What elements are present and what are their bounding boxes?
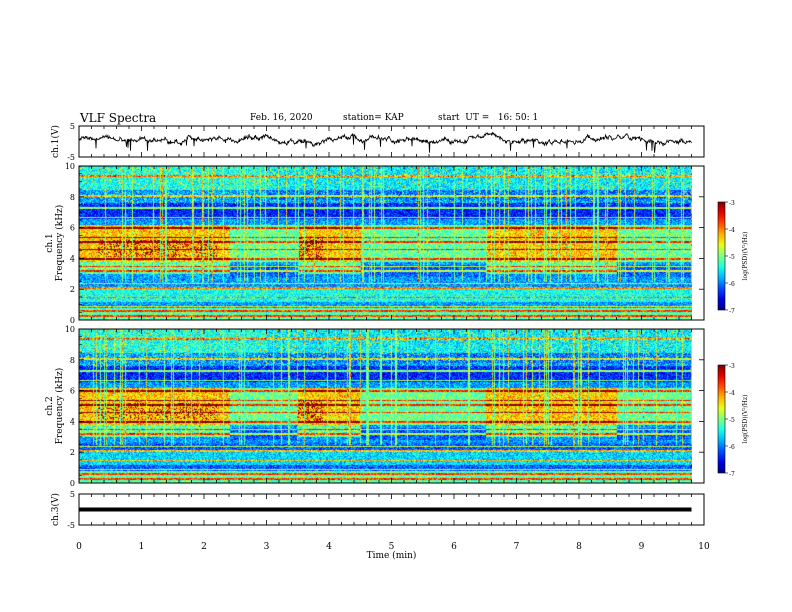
ch1-spectrogram-colorbar-label: log(PSD)(V²/Hz) [742,232,749,281]
ch2-spectrogram-colorbar-tick-label: -5 [729,417,735,424]
x-tick-label: 4 [326,542,332,552]
ch2-spectrogram-colorbar-tick-label: -4 [729,390,735,397]
ch2-spectrogram-colorbar [717,364,726,474]
ch1-waveform-ylabel: ch.1(V) [50,125,61,158]
ch2-spectrogram-image [79,329,692,483]
ch2-spectrogram-ytick-label: 8 [70,356,75,365]
date-label: Feb. 16, 2020 [250,113,313,123]
ch1-spectrogram-ytick-label: 4 [70,254,75,263]
x-tick-label: 9 [639,542,645,552]
ch1-series-line [78,131,693,153]
ch1-spectrogram-colorbar-tick-label: -7 [729,308,735,315]
ch2-spectrogram-ytick-label: 6 [70,387,75,396]
ch1-spectrogram-colorbar-tick-label: -4 [729,227,735,234]
ch1-spectrogram-ylabel: ch.1 [45,233,55,252]
ch3-waveform-ylabel: ch.3(V) [50,493,61,526]
ch1-spectrogram-image [79,166,692,320]
ch2-spectrogram-colorbar-tick-label: -3 [729,363,735,370]
ch2-spectrogram-ylabel: Frequency (kHz) [54,368,65,445]
ch1-spectrogram-ytick-label: 2 [70,285,75,294]
ch2-spectrogram-ylabel: ch.2 [45,396,55,415]
x-tick-label: 8 [576,542,582,552]
x-tick-label: 2 [201,542,207,552]
ch1-spectrogram-colorbar-tick-label: -3 [729,200,735,207]
ch1-spectrogram-ylabel: Frequency (kHz) [54,205,65,282]
ch1-spectrogram-ytick-label: 0 [70,316,75,325]
x-tick-label: 10 [698,542,710,552]
ch1-waveform-ytick-label: 5 [70,122,75,131]
figure-title: VLF Spectra [80,111,157,125]
x-tick-label: 5 [389,542,395,552]
ch2-spectrogram-ytick-label: 2 [70,448,75,457]
x-tick-label: 3 [264,542,270,552]
x-tick-label: 1 [139,542,145,552]
ch2-spectrogram-ytick-label: 0 [70,479,75,488]
ch2-spectrogram-colorbar-tick-label: -6 [729,444,735,451]
station-label: station= KAP [343,113,404,123]
ch1-spectrogram-ytick-label: 10 [65,162,75,171]
ch1-spectrogram-colorbar-tick-label: -6 [729,281,735,288]
ch3-waveform-ytick-label: -5 [67,521,75,530]
x-tick-label: 7 [514,542,520,552]
start-time-label: start UT = 16: 50: 1 [438,113,539,123]
ch1-spectrogram-ytick-label: 8 [70,193,75,202]
ch3-waveform-ytick-label: 5 [70,490,75,499]
ch2-spectrogram-ytick-label: 4 [70,417,75,426]
ch1-spectrogram-ytick-label: 6 [70,224,75,233]
ch2-spectrogram-colorbar-tick-label: -7 [729,471,735,478]
ch1-spectrogram-colorbar-tick-label: -5 [729,254,735,261]
ch1-waveform-ytick-label: -5 [67,153,75,162]
x-tick-label: 6 [451,542,457,552]
x-axis-label: Time (min) [367,550,417,561]
ch2-spectrogram-ytick-label: 10 [65,325,75,334]
ch1-spectrogram-colorbar [717,201,726,311]
ch2-spectrogram-colorbar-label: log(PSD)(V²/Hz) [742,395,749,444]
x-tick-label: 0 [76,542,82,552]
